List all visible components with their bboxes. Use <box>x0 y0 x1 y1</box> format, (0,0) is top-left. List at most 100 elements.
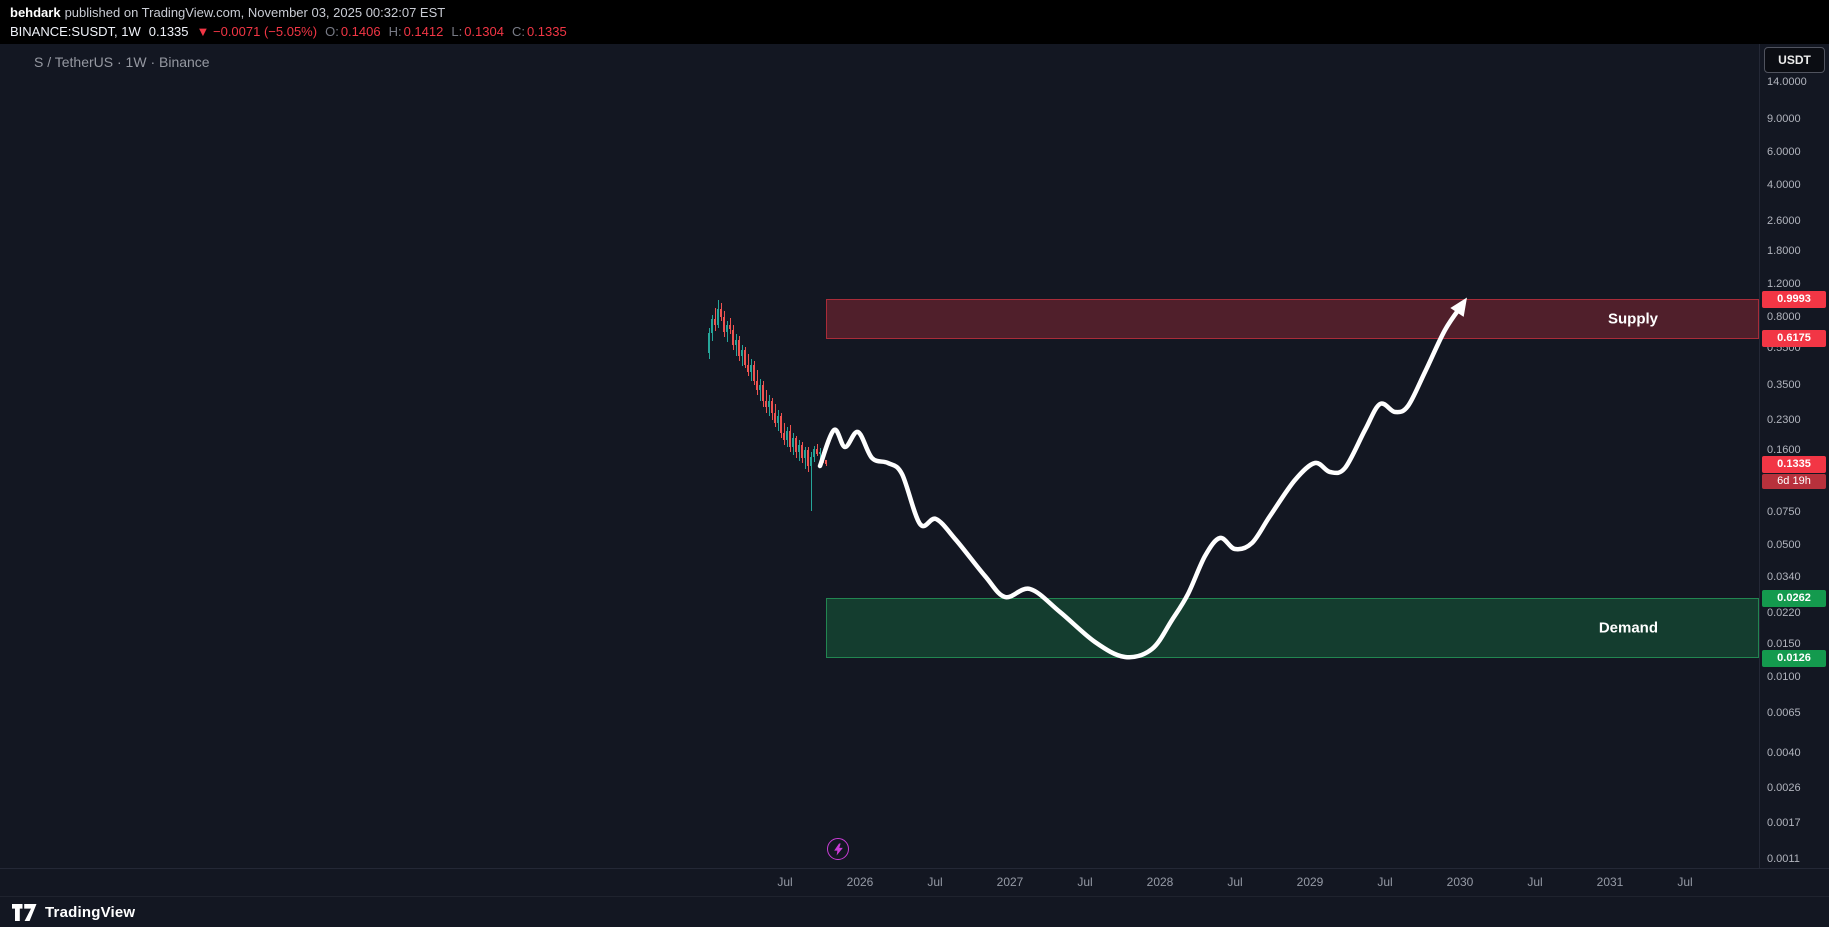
candle-body <box>777 416 780 424</box>
candle-body <box>711 319 714 334</box>
time-tick-label: 2028 <box>1146 875 1174 889</box>
candle-body <box>825 460 828 465</box>
time-tick-label: 2031 <box>1596 875 1624 889</box>
candle-body <box>768 400 771 407</box>
candle-body <box>807 449 810 466</box>
publish-header: behdark published on TradingView.com, Nov… <box>0 0 1829 44</box>
candle-body <box>774 412 777 424</box>
candle-body <box>813 448 816 457</box>
ohlc-open-value: 0.1406 <box>340 24 381 39</box>
price-tick-label: 1.2000 <box>1767 278 1801 290</box>
candle-wick <box>804 447 806 469</box>
price-badge: 0.6175 <box>1762 330 1826 348</box>
ohlc-low: L: 0.1304 <box>451 22 504 41</box>
time-tick-label: 2029 <box>1296 875 1324 889</box>
symbol-name[interactable]: BINANCE:SUSDT, 1W <box>10 24 141 39</box>
supply-zone[interactable]: Supply <box>826 299 1759 339</box>
time-tick-label: Jul <box>1077 875 1093 889</box>
time-tick-label: Jul <box>777 875 793 889</box>
candle-body <box>765 400 768 407</box>
footer-bar: TradingView <box>0 896 1829 927</box>
price-tick-label: 0.0017 <box>1767 817 1801 829</box>
currency-toggle-button[interactable]: USDT <box>1764 47 1825 73</box>
candle-body <box>771 400 774 413</box>
candle-body <box>762 385 765 401</box>
ohlc-low-value: 0.1304 <box>464 24 504 39</box>
tradingview-logo-mark <box>12 903 37 921</box>
chart-region: S / TetherUS · 1W · Binance Supply Deman… <box>0 44 1829 868</box>
candle-body <box>816 448 819 454</box>
tradingview-logo[interactable]: TradingView <box>12 903 136 921</box>
price-badge: 0.1335 <box>1762 456 1826 473</box>
price-axis[interactable]: 14.0000 9.0000 6.0000 4.0000 2.6000 1.8000 1.2… <box>1759 44 1829 868</box>
ohlc-open: O: 0.1406 <box>325 22 381 41</box>
countdown-badge: 6d 19h <box>1762 473 1826 489</box>
chart-plot-area[interactable]: S / TetherUS · 1W · Binance Supply Deman… <box>0 44 1759 868</box>
candle-body <box>708 333 711 353</box>
time-tick-label: 2027 <box>996 875 1024 889</box>
candle-wick <box>735 334 737 356</box>
candle-body <box>738 339 741 356</box>
candle-body <box>795 437 798 453</box>
supply-zone-label: Supply <box>1607 310 1658 328</box>
projection-arrow-drawing[interactable] <box>0 44 1759 868</box>
time-tick-label: Jul <box>927 875 943 889</box>
symbol-info-bar: BINANCE:SUSDT, 1W 0.1335 ▼ −0.0071 (−5.0… <box>10 22 1829 41</box>
candle-body <box>732 329 735 346</box>
candle-body <box>819 451 822 454</box>
price-tick-label: 0.0100 <box>1767 671 1801 684</box>
ohlc-high: H: 0.1412 <box>389 22 444 41</box>
candle-body <box>759 385 762 391</box>
price-tick-label: 0.0011 <box>1767 852 1800 865</box>
candle-body <box>723 317 726 332</box>
candle-body <box>741 349 744 356</box>
candle-wick <box>819 448 821 461</box>
lightning-bolt-glyph <box>833 843 843 855</box>
candle-body <box>810 456 813 466</box>
chart-legend-title[interactable]: S / TetherUS · 1W · Binance <box>34 54 210 70</box>
ohlc-high-label: H: <box>388 24 402 39</box>
price-tick-label: 0.0220 <box>1767 606 1801 619</box>
candle-body <box>783 433 786 440</box>
ohlc-close-value: 0.1335 <box>526 24 567 39</box>
author-name[interactable]: behdark <box>10 5 61 20</box>
candle-body <box>726 324 729 332</box>
time-tick-label: Jul <box>1227 875 1243 889</box>
demand-zone[interactable]: Demand <box>826 598 1759 659</box>
boost-lightning-icon[interactable] <box>827 838 849 860</box>
price-tick-label: 6.0000 <box>1767 145 1801 158</box>
candle-body <box>798 444 801 453</box>
candle-body <box>750 364 753 373</box>
candle-body <box>729 324 732 330</box>
candle-body <box>744 349 747 365</box>
price-tick-label: 4.0000 <box>1767 179 1801 192</box>
price-badge: 0.9993 <box>1762 290 1826 308</box>
candle-body <box>792 437 795 448</box>
candle-body <box>747 364 750 373</box>
candle-body <box>735 339 738 346</box>
price-tick-label: 0.0026 <box>1767 782 1801 795</box>
candle-body <box>753 364 756 381</box>
tradingview-wordmark: TradingView <box>45 903 136 921</box>
price-tick-label: 0.8000 <box>1767 311 1801 324</box>
price-tick-label: 0.0150 <box>1767 638 1801 651</box>
time-tick-label: Jul <box>1527 875 1543 889</box>
time-tick-label: 2026 <box>846 875 874 889</box>
ohlc-high-value: 0.1412 <box>403 24 444 39</box>
time-tick-label: 2030 <box>1446 875 1474 889</box>
time-axis[interactable]: Jul 2026 Jul 2027 Jul 2028 Jul 2029 Jul 2030 Jul 20… <box>0 868 1829 896</box>
ohlc-low-label: L: <box>451 24 463 39</box>
price-tick-label: 0.0065 <box>1767 706 1801 719</box>
price-tick-label: 2.6000 <box>1767 214 1801 227</box>
price-tick-label: 1.8000 <box>1767 244 1801 257</box>
candle-body <box>780 416 783 434</box>
candle-body <box>801 444 804 458</box>
time-tick-label: Jul <box>1377 875 1393 889</box>
candle-body <box>786 431 789 440</box>
price-badge: 0.0126 <box>1762 649 1826 667</box>
price-tick-label: 9.0000 <box>1767 112 1801 125</box>
candle-body <box>720 308 723 318</box>
candle-wick <box>810 452 812 511</box>
ohlc-close: C: 0.1335 <box>512 22 567 41</box>
